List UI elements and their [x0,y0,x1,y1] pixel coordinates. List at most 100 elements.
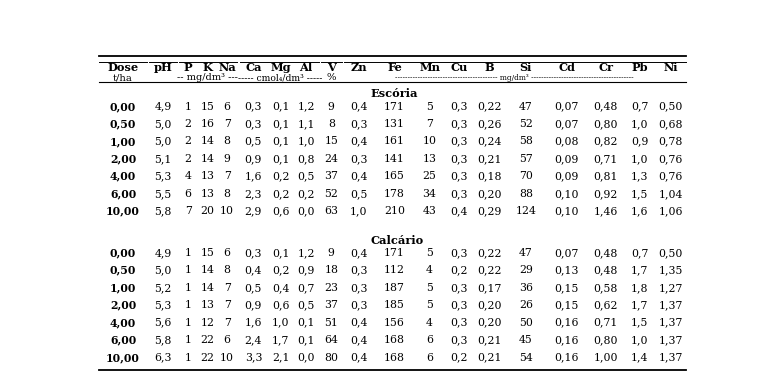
Text: 0,5: 0,5 [297,300,315,310]
Text: 165: 165 [384,171,405,181]
Text: -- mg/dm³ ---: -- mg/dm³ --- [177,73,238,82]
Text: 0,22: 0,22 [477,248,502,258]
Text: 1: 1 [185,335,192,345]
Text: 5,3: 5,3 [154,300,172,310]
Text: 4: 4 [426,265,433,275]
Text: 57: 57 [519,154,533,164]
Text: 0,71: 0,71 [594,318,618,328]
Text: 0,50: 0,50 [659,102,683,111]
Text: 4: 4 [426,318,433,328]
Text: 2,00: 2,00 [110,153,136,165]
Text: 1,46: 1,46 [594,206,618,216]
Text: 0,92: 0,92 [594,189,618,199]
Text: 5,5: 5,5 [154,189,172,199]
Text: pH: pH [153,62,172,73]
Text: 0,4: 0,4 [350,102,367,111]
Text: 0,5: 0,5 [245,283,262,293]
Text: 18: 18 [324,265,339,275]
Text: 2,3: 2,3 [244,189,262,199]
Text: 4,00: 4,00 [110,317,136,328]
Text: 24: 24 [324,154,339,164]
Text: 0,7: 0,7 [631,248,648,258]
Text: Si: Si [519,62,532,73]
Text: 0,29: 0,29 [477,206,502,216]
Text: 0,3: 0,3 [450,283,468,293]
Text: 34: 34 [423,189,437,199]
Text: 1,35: 1,35 [659,265,683,275]
Text: 7: 7 [224,119,231,129]
Text: 0,21: 0,21 [477,154,502,164]
Text: 0,26: 0,26 [477,119,502,129]
Text: 52: 52 [519,119,533,129]
Text: Calcário: Calcário [371,235,424,246]
Text: 0,07: 0,07 [555,102,579,111]
Text: 22: 22 [201,335,214,345]
Text: 0,15: 0,15 [555,300,579,310]
Text: 13: 13 [201,171,214,181]
Text: 0,1: 0,1 [272,248,290,258]
Text: 15: 15 [201,248,214,258]
Text: 0,3: 0,3 [450,102,468,111]
Text: 8: 8 [224,136,231,147]
Text: 13: 13 [423,154,437,164]
Text: 171: 171 [384,248,405,258]
Text: 13: 13 [201,189,214,199]
Text: 0,00: 0,00 [110,248,136,258]
Text: 1,00: 1,00 [110,282,136,293]
Text: 37: 37 [324,300,339,310]
Text: 8: 8 [224,265,231,275]
Text: 0,50: 0,50 [659,248,683,258]
Text: 52: 52 [324,189,339,199]
Text: 10: 10 [220,353,234,362]
Text: 0,13: 0,13 [555,265,579,275]
Text: 1: 1 [185,318,192,328]
Text: 64: 64 [324,335,339,345]
Text: 0,20: 0,20 [477,300,502,310]
Text: 2: 2 [185,136,192,147]
Text: 168: 168 [384,335,405,345]
Text: 80: 80 [324,353,339,362]
Text: 0,9: 0,9 [245,154,262,164]
Text: 5: 5 [426,102,433,111]
Text: 0,81: 0,81 [594,171,618,181]
Text: 12: 12 [201,318,214,328]
Text: 7: 7 [224,318,231,328]
Text: 0,4: 0,4 [350,171,367,181]
Text: 4,9: 4,9 [154,102,172,111]
Text: 1,1: 1,1 [297,119,315,129]
Text: 0,3: 0,3 [450,171,468,181]
Text: 2,9: 2,9 [245,206,262,216]
Text: 5,0: 5,0 [154,265,172,275]
Text: 1,5: 1,5 [631,189,648,199]
Text: 0,50: 0,50 [110,265,136,276]
Text: 0,3: 0,3 [350,119,367,129]
Text: 88: 88 [519,189,533,199]
Text: 0,2: 0,2 [272,189,290,199]
Text: 0,8: 0,8 [297,154,315,164]
Text: 0,15: 0,15 [555,283,579,293]
Text: 1: 1 [185,248,192,258]
Text: Ca: Ca [245,62,262,73]
Text: 1,7: 1,7 [631,265,648,275]
Text: 1: 1 [185,265,192,275]
Text: 6,3: 6,3 [154,353,172,362]
Text: 1: 1 [185,353,192,362]
Text: 1,5: 1,5 [631,318,648,328]
Text: Al: Al [300,62,313,73]
Text: 7: 7 [426,119,433,129]
Text: 0,0: 0,0 [297,206,315,216]
Text: 1,6: 1,6 [244,171,262,181]
Text: 6,00: 6,00 [110,335,136,346]
Text: 20: 20 [201,206,214,216]
Text: 9: 9 [224,154,231,164]
Text: 1,2: 1,2 [297,102,315,111]
Text: 0,2: 0,2 [297,189,315,199]
Text: 0,9: 0,9 [245,300,262,310]
Text: 0,80: 0,80 [594,335,618,345]
Text: 141: 141 [384,154,405,164]
Text: 0,3: 0,3 [450,300,468,310]
Text: 6: 6 [224,102,231,111]
Text: 0,1: 0,1 [272,119,290,129]
Text: Cr: Cr [598,62,613,73]
Text: 1,2: 1,2 [297,248,315,258]
